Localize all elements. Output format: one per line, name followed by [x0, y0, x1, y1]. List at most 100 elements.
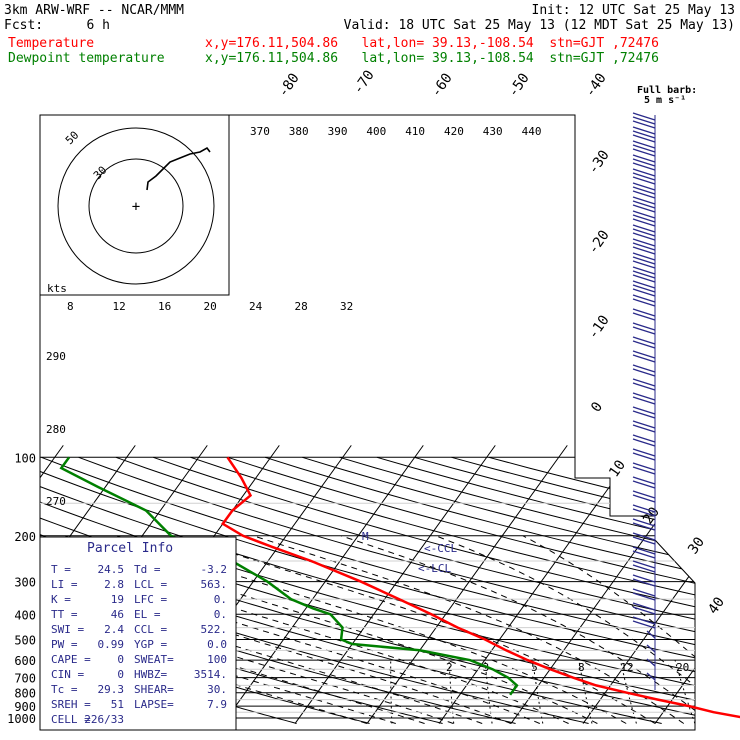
hodograph-axis-label: 12: [113, 300, 126, 313]
isotherm-label: 0: [588, 399, 606, 415]
pressure-label: 400: [14, 608, 36, 622]
wind-barb-flag: [632, 462, 656, 471]
pressure-label: 200: [14, 530, 36, 544]
wind-barb-flag: [632, 182, 656, 191]
wind-barb-flag: [632, 228, 656, 237]
moist-adiabat-12: [65, 535, 598, 724]
pressure-label: 300: [14, 576, 36, 590]
isotherm-30: [727, 445, 740, 723]
dry-adiabat-390: [190, 456, 695, 724]
parcel-info-cell: 30.: [207, 683, 227, 696]
hodograph-axis-label: 32: [340, 300, 353, 313]
wind-barb-flag: [632, 326, 656, 335]
isotherm-label: -70: [350, 67, 378, 97]
wind-barb-flag: [632, 508, 656, 517]
isotherm-labels: -80 -70 -60 -50 -40 -30 -20 -10 0 10 20 30 40: [275, 67, 728, 617]
wind-barb-flag: [632, 382, 656, 391]
parcel-info-cell: 51: [111, 698, 124, 711]
wind-barb-flag: [632, 252, 656, 261]
isotherm-label: -60: [428, 70, 456, 100]
wind-barb-flag: [632, 602, 656, 611]
wind-barb-flag: [632, 434, 656, 443]
parcel-info-cell: SHEAR=: [134, 683, 174, 696]
parcel-info-cell: LCL =: [134, 578, 167, 591]
theta-label-top: 390: [328, 125, 348, 138]
lcl-marker: <-LCL: [418, 562, 451, 575]
parcel-info-cell: 7.9: [207, 698, 227, 711]
wind-barb-flag: [632, 144, 656, 153]
wind-barb-flag: [632, 210, 656, 219]
wind-barb-flag: [632, 396, 656, 405]
parcel-info-cell: Td =: [134, 563, 161, 576]
wind-barb-flag: [632, 336, 656, 345]
theta-label-top: 410: [405, 125, 425, 138]
wind-barb-flag: [632, 350, 656, 359]
mixing-ratio-lines: [390, 660, 695, 724]
hodograph-axis-label: 24: [249, 300, 263, 313]
parcel-info-cell: CELL =: [51, 713, 91, 726]
wind-barb-flag: [632, 120, 656, 129]
wind-barb-flag: [646, 630, 656, 639]
pressure-label: 500: [14, 634, 36, 648]
isotherm-label: 20: [640, 504, 663, 527]
wind-barb-flag: [632, 532, 656, 541]
wind-barb-flag: [632, 242, 656, 251]
mixing-ratio-12: [619, 660, 637, 724]
wind-barb-flag: [632, 148, 656, 157]
mixing-ratio-label: 20: [676, 661, 689, 674]
temperature-legend: Temperature: [8, 36, 94, 51]
mixing-ratio-label: 5: [531, 661, 538, 674]
isotherm-10: [582, 445, 695, 724]
parcel-info-cell: CAPE =: [51, 653, 91, 666]
isotherm-label: 30: [685, 534, 708, 557]
isotherm-label: -10: [585, 312, 613, 342]
wind-barb-flag: [632, 574, 656, 583]
wind-barb-flag: [632, 536, 656, 545]
wind-barb-flag: [632, 232, 656, 241]
parcel-info-cell: 19: [111, 593, 124, 606]
mixing-ratio-5: [532, 660, 544, 724]
theta-label-top: 380: [289, 125, 309, 138]
hodograph-axis-labels: 8 12 16 20 24 28 32: [67, 300, 353, 313]
wind-barb-flag: [632, 260, 656, 269]
parcel-info-cell: 0.: [214, 593, 227, 606]
parcel-info-cell: 522.: [201, 623, 228, 636]
wind-barb-flag: [632, 490, 656, 499]
wind-barb-flag: [632, 284, 656, 293]
hodograph-ring-outer: [57, 127, 215, 285]
theta-labels: 370 380 390 400 410 420 430 440 290 280 270: [46, 125, 541, 508]
wind-barb-flag: [632, 130, 656, 139]
wind-barb-flag: [632, 218, 656, 227]
wind-barb-flag: [632, 378, 656, 387]
temperature-profile: [220, 456, 740, 719]
pressure-label: 900: [14, 700, 36, 714]
wind-barb-flag: [632, 452, 656, 461]
wind-barb-flag: [632, 196, 656, 205]
mixing-ratio-label: 2: [446, 661, 453, 674]
moist-adiabat-4: [40, 535, 540, 724]
wind-barb-flag: [632, 154, 656, 163]
parcel-info-cell: 24.5: [98, 563, 125, 576]
parcel-info-cell: K =: [51, 593, 71, 606]
parcel-info-cell: SWEAT=: [134, 653, 174, 666]
wind-barb-flag: [632, 606, 656, 615]
parcel-info-cell: T =: [51, 563, 71, 576]
parcel-info-cell: CCL =: [134, 623, 167, 636]
wind-barb-flag: [632, 298, 656, 307]
parcel-info-cell: CIN =: [51, 668, 84, 681]
pressure-label: 100: [14, 451, 36, 465]
hodograph-axis-label: 28: [295, 300, 308, 313]
dry-adiabat-270: [40, 456, 516, 724]
dry-adiabat-350: [41, 456, 695, 724]
wind-barb-flag: [632, 368, 656, 377]
wind-barb-flag: [632, 448, 656, 457]
parcel-info-cell: 0: [117, 668, 124, 681]
wind-barb-flag: [632, 420, 656, 429]
wind-barb-flag: [646, 672, 656, 681]
hodograph-trace: [146, 146, 211, 191]
hodograph-axis-label: 8: [67, 300, 74, 313]
hodograph-center: +: [132, 199, 140, 215]
isotherm-label: -20: [585, 227, 613, 257]
